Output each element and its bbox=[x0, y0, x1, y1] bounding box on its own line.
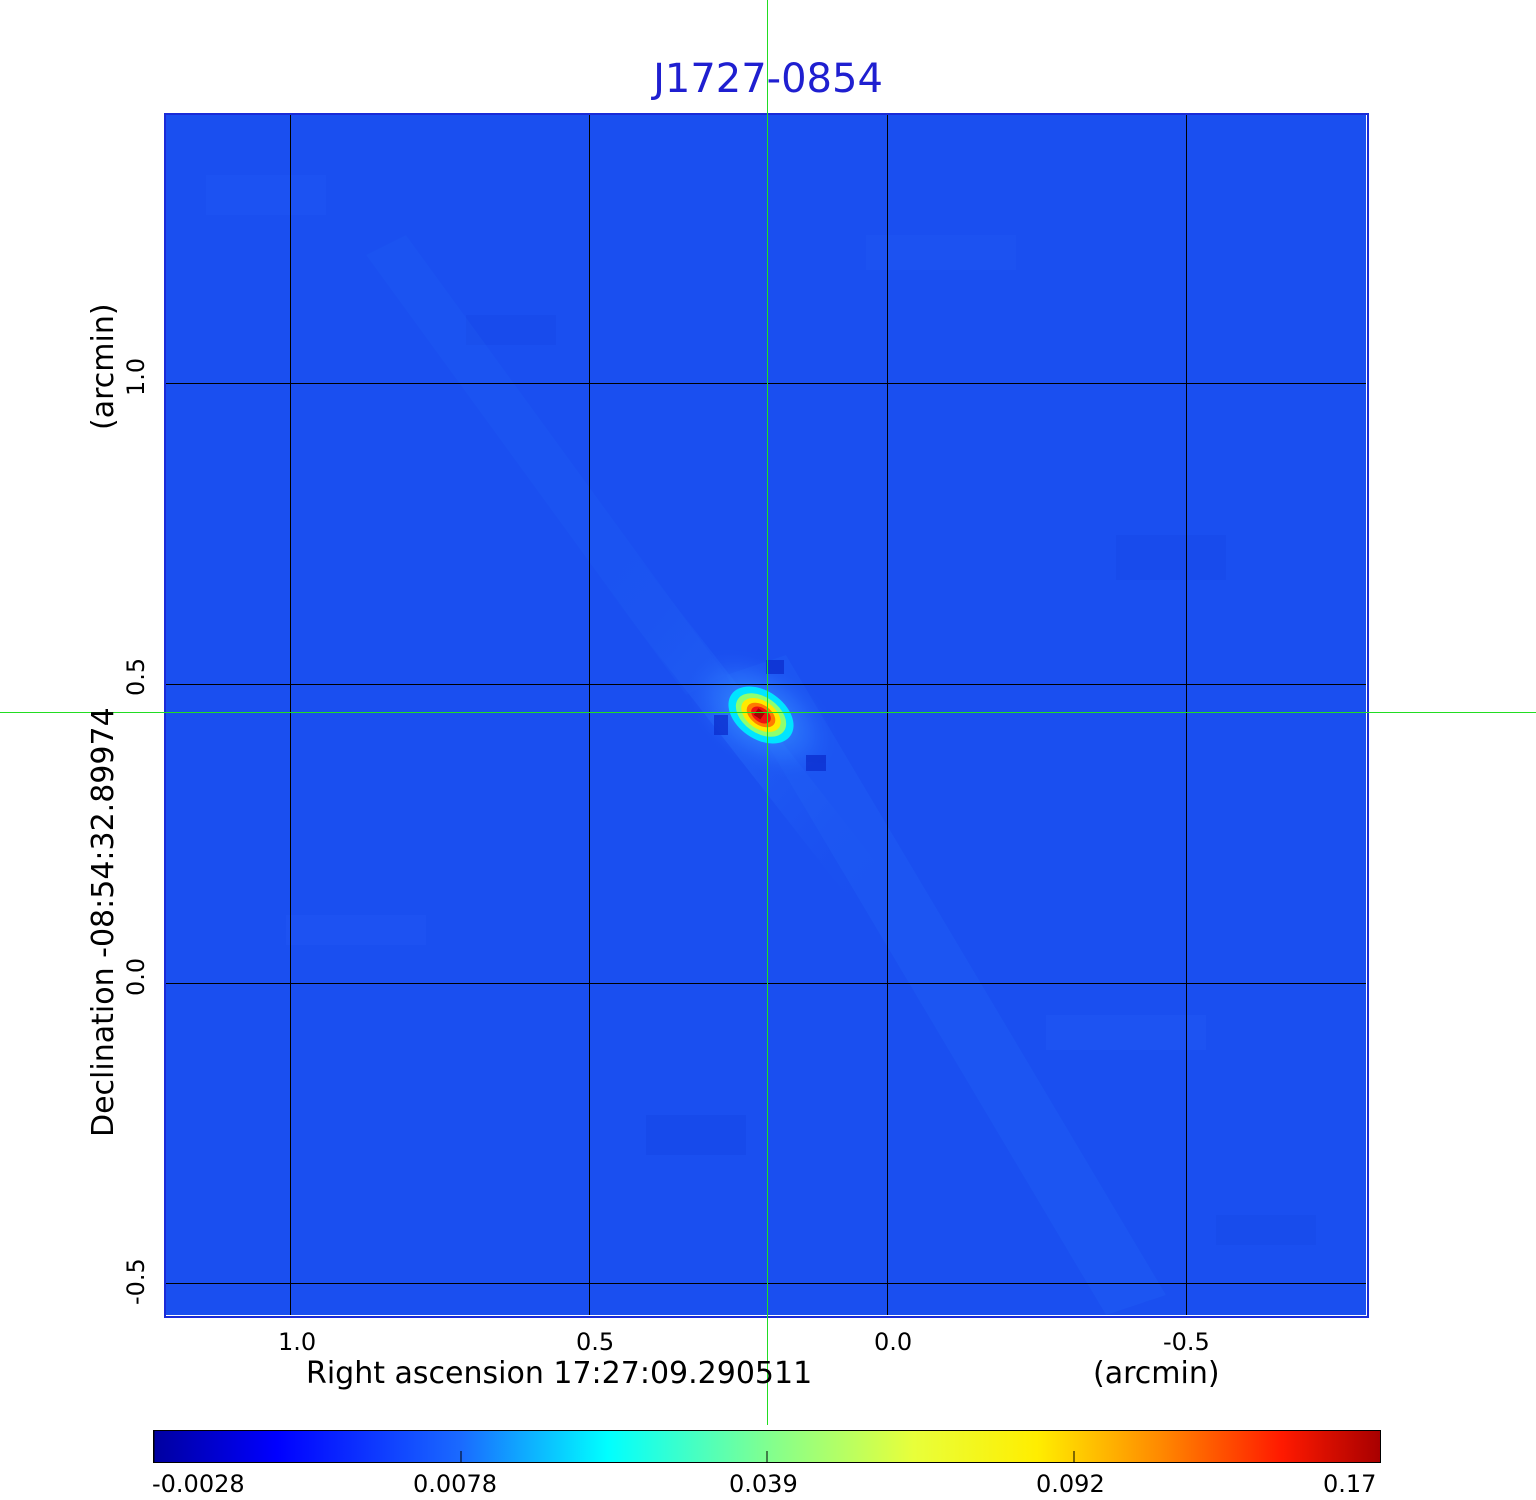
x-tick-label: -0.5 bbox=[1163, 1328, 1210, 1356]
y-tick-label: 1.0 bbox=[122, 357, 150, 396]
grid-line-ra-minus-0.5 bbox=[1186, 115, 1187, 1315]
crosshair-horizontal bbox=[0, 712, 1536, 713]
noise-pattern bbox=[206, 175, 1316, 1245]
grid-line-dec-0.0 bbox=[166, 983, 1366, 984]
grid-line-ra-0.0 bbox=[887, 115, 888, 1315]
image-title: J1727-0854 bbox=[653, 56, 883, 102]
colorbar-tick-label: 0.092 bbox=[1036, 1470, 1105, 1498]
y-tick-label: -0.5 bbox=[122, 1258, 150, 1305]
colorbar-tick-label: 0.0078 bbox=[413, 1470, 497, 1498]
y-tick-label: 0.5 bbox=[122, 657, 150, 696]
y-axis-unit: (arcmin) bbox=[86, 303, 121, 430]
grid-line-dec-0.5 bbox=[166, 684, 1366, 685]
sky-image-panel[interactable] bbox=[166, 115, 1366, 1315]
crosshair-vertical bbox=[767, 0, 768, 1425]
x-tick-label: 1.0 bbox=[278, 1328, 317, 1356]
colorbar-tick-label: 0.17 bbox=[1323, 1470, 1377, 1498]
grid-line-dec-minus-0.5 bbox=[166, 1283, 1366, 1284]
bright-source bbox=[680, 646, 842, 784]
sky-image bbox=[166, 115, 1366, 1315]
colorbar bbox=[153, 1430, 1381, 1463]
grid-line-ra-1.0 bbox=[290, 115, 291, 1315]
grid-line-ra-0.5 bbox=[589, 115, 590, 1315]
x-tick-label: 0.5 bbox=[576, 1328, 615, 1356]
y-axis-label: Declination -08:54:32.89974 bbox=[86, 707, 121, 1137]
negative-pixels bbox=[714, 660, 826, 771]
colorbar-tick-label: -0.0028 bbox=[152, 1470, 245, 1498]
colorbar-tick-label: 0.039 bbox=[729, 1470, 798, 1498]
x-axis-label: Right ascension 17:27:09.290511 bbox=[306, 1356, 813, 1391]
x-axis-unit: (arcmin) bbox=[1093, 1356, 1220, 1391]
y-tick-label: 0.0 bbox=[122, 957, 150, 996]
x-tick-label: 0.0 bbox=[874, 1328, 913, 1356]
grid-line-dec-1.0 bbox=[166, 383, 1366, 384]
